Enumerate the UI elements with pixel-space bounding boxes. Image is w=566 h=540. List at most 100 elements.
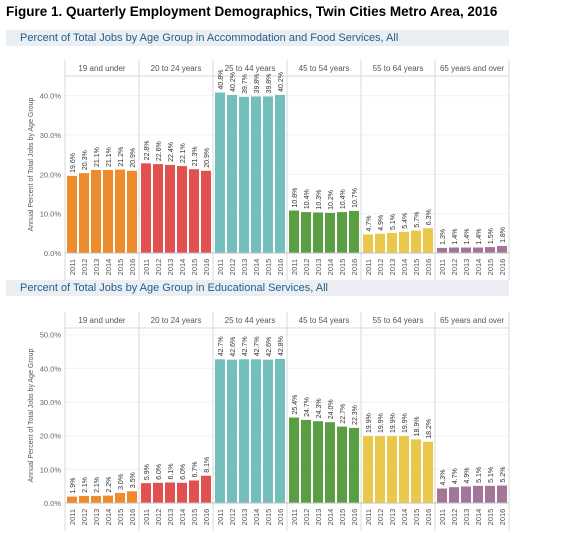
x-tick-label: 2014 — [474, 509, 483, 526]
bar — [399, 436, 409, 503]
x-tick-label: 2015 — [486, 509, 495, 526]
y-tick-label: 20.0% — [40, 432, 62, 441]
data-label: 24.7% — [304, 397, 311, 417]
x-tick-label: 2015 — [338, 259, 347, 276]
data-label: 4.7% — [452, 468, 459, 484]
data-label: 1.4% — [452, 229, 459, 245]
data-label: 5.1% — [476, 467, 483, 483]
x-tick-label: 2012 — [80, 509, 89, 526]
x-tick-label: 2014 — [252, 509, 261, 526]
x-tick-label: 2014 — [474, 259, 483, 276]
x-tick-label: 2013 — [166, 259, 175, 276]
bar — [127, 491, 137, 503]
age-group-header: 45 to 54 years — [299, 316, 350, 325]
age-group-header: 25 to 44 years — [225, 64, 276, 73]
data-label: 10.2% — [328, 190, 335, 210]
x-tick-label: 2015 — [486, 259, 495, 276]
data-label: 6.3% — [426, 209, 433, 225]
bar — [153, 482, 163, 503]
bar — [375, 436, 385, 503]
age-group-header: 45 to 54 years — [299, 64, 350, 73]
bar — [215, 92, 225, 253]
bar — [189, 169, 199, 253]
bar — [399, 231, 409, 253]
bar — [275, 94, 285, 253]
x-tick-label: 2014 — [326, 509, 335, 526]
data-label: 3.0% — [118, 474, 125, 490]
x-tick-label: 2013 — [462, 509, 471, 526]
x-tick-label: 2011 — [68, 259, 77, 275]
data-label: 42.7% — [218, 336, 225, 356]
y-tick-label: 50.0% — [40, 331, 62, 340]
y-tick-label: 40.0% — [40, 92, 62, 101]
bar — [411, 230, 421, 253]
bar — [301, 212, 311, 253]
data-label: 5.4% — [402, 213, 409, 229]
data-label: 42.6% — [266, 337, 273, 357]
x-tick-label: 2014 — [104, 509, 113, 526]
x-tick-label: 2016 — [498, 509, 507, 526]
data-label: 20.3% — [82, 150, 89, 170]
x-tick-label: 2011 — [438, 259, 447, 275]
data-label: 5.1% — [488, 467, 495, 483]
x-tick-label: 2013 — [240, 259, 249, 276]
x-tick-label: 2016 — [276, 509, 285, 526]
data-label: 6.0% — [156, 464, 163, 480]
y-tick-label: 30.0% — [40, 131, 62, 140]
data-label: 42.7% — [242, 336, 249, 356]
x-tick-label: 2013 — [240, 509, 249, 526]
chart-2-plot: 0.0% 10.0% 20.0% 30.0% 40.0% 50.0% Annual Perc… — [28, 312, 510, 531]
bar — [497, 485, 507, 503]
x-tick-label: 2012 — [80, 259, 89, 276]
age-group-header: 65 years and over — [440, 64, 504, 73]
data-label: 1.4% — [464, 229, 471, 245]
x-tick-label: 2011 — [364, 509, 373, 525]
x-tick-label: 2011 — [290, 509, 299, 525]
bar — [91, 170, 101, 253]
x-tick-label: 2014 — [178, 509, 187, 526]
x-tick-label: 2012 — [228, 259, 237, 276]
bar — [313, 421, 323, 503]
bar — [387, 232, 397, 253]
data-label: 19.9% — [390, 413, 397, 433]
bar — [473, 247, 483, 253]
bar — [449, 247, 459, 253]
x-tick-label: 2013 — [92, 259, 101, 276]
age-group-header: 65 years and over — [440, 316, 504, 325]
bar — [103, 495, 113, 503]
data-label: 6.7% — [192, 461, 199, 477]
bar — [485, 485, 495, 503]
x-tick-label: 2013 — [462, 259, 471, 276]
x-tick-label: 2014 — [326, 259, 335, 276]
x-tick-label: 2012 — [450, 259, 459, 276]
data-label: 2.1% — [82, 477, 89, 493]
x-tick-label: 2012 — [154, 259, 163, 276]
data-label: 6.0% — [180, 464, 187, 480]
x-tick-label: 2016 — [276, 259, 285, 276]
data-label: 18.9% — [414, 417, 421, 437]
data-label: 39.8% — [266, 74, 273, 94]
data-label: 10.4% — [304, 189, 311, 209]
age-group-header: 55 to 64 years — [373, 64, 424, 73]
bar — [325, 212, 335, 253]
bar — [201, 475, 211, 503]
chart-1-title: Percent of Total Jobs by Age Group in Ac… — [6, 30, 509, 46]
y-axis-label: Annual Percent of Total Jobs by Age Grou… — [28, 98, 35, 232]
bar — [177, 166, 187, 253]
x-tick-label: 2012 — [376, 259, 385, 276]
age-group-header: 20 to 24 years — [151, 316, 202, 325]
bar — [363, 234, 373, 253]
x-tick-label: 2014 — [400, 259, 409, 276]
data-label: 1.8% — [500, 227, 507, 243]
age-group-header: 55 to 64 years — [373, 316, 424, 325]
data-label: 4.9% — [378, 215, 385, 231]
x-tick-label: 2013 — [388, 259, 397, 276]
bar — [227, 94, 237, 253]
bar — [177, 482, 187, 503]
data-label: 40.2% — [230, 72, 237, 92]
bar — [115, 492, 125, 503]
x-tick-label: 2011 — [142, 259, 151, 275]
data-label: 2.2% — [106, 477, 113, 493]
x-tick-label: 2013 — [314, 509, 323, 526]
data-label: 1.5% — [488, 228, 495, 244]
